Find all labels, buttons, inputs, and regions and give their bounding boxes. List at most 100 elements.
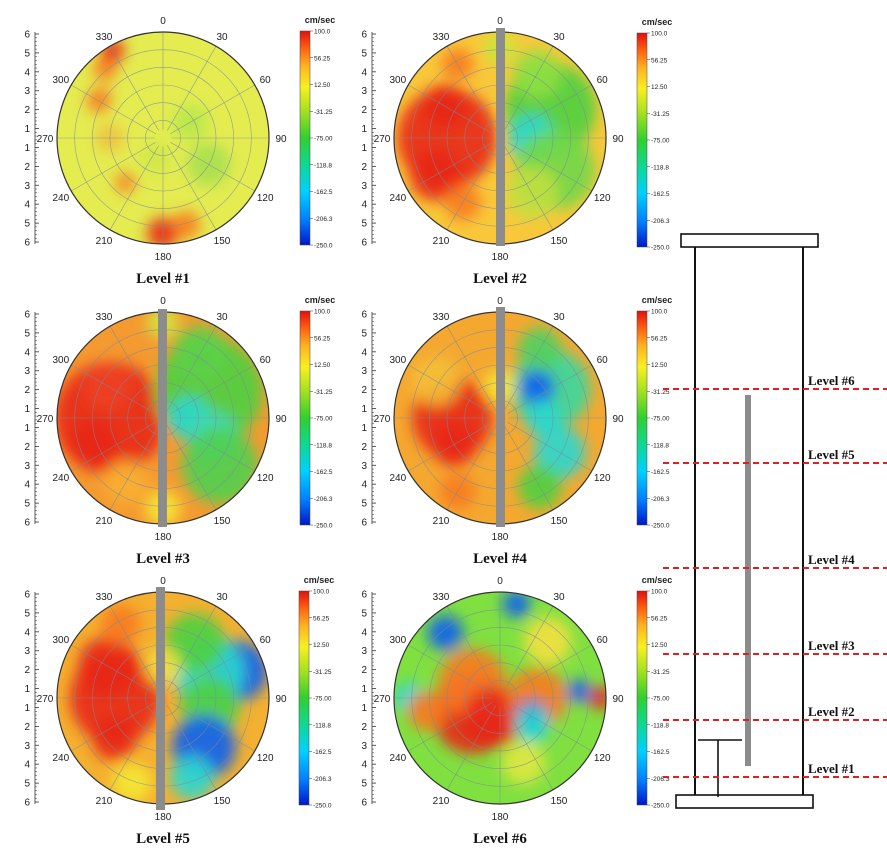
- grid-spoke: [503, 606, 554, 691]
- panel-title: Level #4: [473, 551, 527, 567]
- colorbar-tick-label: -75.00: [313, 696, 332, 703]
- grid-spoke: [166, 425, 217, 510]
- colorbar: cm/sec 100.0 56.25 12.50 -31.25 -75.00 -118.8 -…: [636, 17, 673, 252]
- pile-bar: [496, 307, 505, 527]
- colorbar-unit: cm/sec: [642, 17, 673, 27]
- radial-tick-label: 5: [361, 608, 367, 619]
- colorbar-tick-label: -206.3: [314, 216, 333, 223]
- field-blob: [406, 690, 447, 731]
- level-label: Level #4: [808, 552, 855, 567]
- polar-panel-6: 0 30 60 90 120 150 180 210 240 270 300 330 6 5 4 3 2 1 1 2 3…: [361, 575, 672, 847]
- radial-tick-label: 3: [361, 86, 367, 97]
- angle-label: 330: [96, 592, 113, 603]
- field-blob: [115, 172, 136, 193]
- radial-tick-label: 1: [361, 143, 367, 154]
- pile-bar: [496, 28, 505, 246]
- panel-title: Level #1: [136, 271, 190, 287]
- angle-label: 120: [594, 753, 611, 764]
- radial-tick-label: 5: [361, 779, 367, 790]
- field-blob: [92, 716, 137, 761]
- angle-label: 0: [160, 16, 166, 27]
- colorbar-tick-label: 12.50: [314, 82, 331, 89]
- grid-spoke: [71, 141, 156, 192]
- radial-tick-label: 6: [24, 798, 30, 809]
- radial-tick-label: 6: [24, 30, 30, 41]
- radial-tick-label: 5: [361, 499, 367, 510]
- colorbar-tick-label: -206.3: [313, 776, 332, 783]
- colorbar-tick-label: -31.25: [313, 669, 332, 676]
- grid-spoke: [503, 46, 554, 131]
- radial-tick-label: 5: [24, 779, 30, 790]
- grid-spoke: [170, 644, 255, 695]
- angle-label: 150: [214, 236, 231, 247]
- radial-tick-label: 2: [24, 385, 30, 396]
- colorbar-tick-label: 56.25: [313, 615, 330, 622]
- radial-tick-label: 2: [24, 665, 30, 676]
- colorbar-gradient: [298, 590, 310, 806]
- colorbar-tick-label: -31.25: [651, 669, 670, 676]
- colorbar-tick-label: -250.0: [314, 523, 333, 530]
- grid-spoke: [507, 421, 592, 472]
- polar-panel-2: 0 30 60 90 120 150 180 210 240 270 300 330 6 5 4 3 2 1 1 2 3…: [361, 16, 672, 287]
- radial-tick-label: 5: [24, 499, 30, 510]
- angle-label: 120: [594, 473, 611, 484]
- colorbar-gradient: [299, 310, 311, 526]
- radial-tick-label: 3: [361, 366, 367, 377]
- field-blob: [139, 141, 172, 174]
- field-blob: [93, 56, 118, 81]
- grid-spoke: [446, 145, 497, 230]
- grid-spoke: [507, 141, 592, 192]
- angle-label: 0: [160, 576, 166, 587]
- grid-spoke: [507, 701, 592, 752]
- angle-label: 120: [257, 473, 274, 484]
- grid-spoke: [503, 705, 554, 790]
- grid-spoke: [507, 364, 592, 415]
- angle-label: 150: [214, 796, 231, 807]
- colorbar-tick-label: 12.50: [313, 642, 330, 649]
- level-label: Level #3: [808, 638, 855, 653]
- colorbar-tick-label: -162.5: [651, 191, 670, 198]
- colorbar-tick-label: 100.0: [651, 309, 668, 316]
- angle-label: 30: [553, 592, 565, 603]
- radial-tick-label: 2: [361, 385, 367, 396]
- grid-spoke: [503, 425, 554, 510]
- grid-spoke: [170, 701, 255, 752]
- angle-label: 60: [597, 75, 609, 86]
- monopile-schematic: Level #6 Level #5 Level #4 Level #3 Level #2…: [663, 233, 887, 809]
- radial-tick-label: 6: [24, 518, 30, 529]
- angle-label: 240: [389, 193, 406, 204]
- radial-tick-label: 4: [361, 627, 367, 638]
- grid-spoke: [166, 326, 217, 411]
- angle-label: 300: [52, 75, 69, 86]
- angle-label: 150: [551, 516, 568, 527]
- radial-tick-label: 1: [24, 423, 30, 434]
- panel-title: Level #6: [473, 831, 527, 847]
- angle-label: 300: [389, 355, 406, 366]
- colorbar-gradient: [636, 310, 648, 526]
- colorbar-tick-label: -118.8: [651, 442, 669, 449]
- angle-label: 300: [389, 635, 406, 646]
- colorbar-tick-label: -118.8: [314, 442, 332, 449]
- angle-label: 30: [553, 32, 565, 43]
- radial-tick-label: 5: [24, 48, 30, 59]
- angle-label: 210: [96, 796, 113, 807]
- panel-title: Level #2: [473, 271, 527, 287]
- radial-tick-label: 5: [361, 48, 367, 59]
- colorbar-unit: cm/sec: [642, 295, 673, 305]
- radial-tick-label: 2: [24, 162, 30, 173]
- angle-label: 120: [257, 193, 274, 204]
- radial-tick-label: 3: [361, 181, 367, 192]
- angle-label: 150: [214, 516, 231, 527]
- grid-spoke: [507, 644, 592, 695]
- angle-label: 30: [216, 592, 228, 603]
- radial-tick-label: 2: [361, 722, 367, 733]
- colorbar-tick-label: -206.3: [314, 496, 333, 503]
- grid-spoke: [170, 421, 255, 472]
- grid-spoke: [170, 364, 255, 415]
- colorbar: cm/sec 100.0 56.25 12.50 -31.25 -75.00 -118.8 -…: [298, 575, 334, 810]
- colorbar-tick-label: -250.0: [651, 803, 670, 810]
- field-blob: [69, 419, 118, 468]
- angle-label: 330: [96, 312, 113, 323]
- radial-tick-label: 1: [361, 703, 367, 714]
- angle-label: 240: [52, 753, 69, 764]
